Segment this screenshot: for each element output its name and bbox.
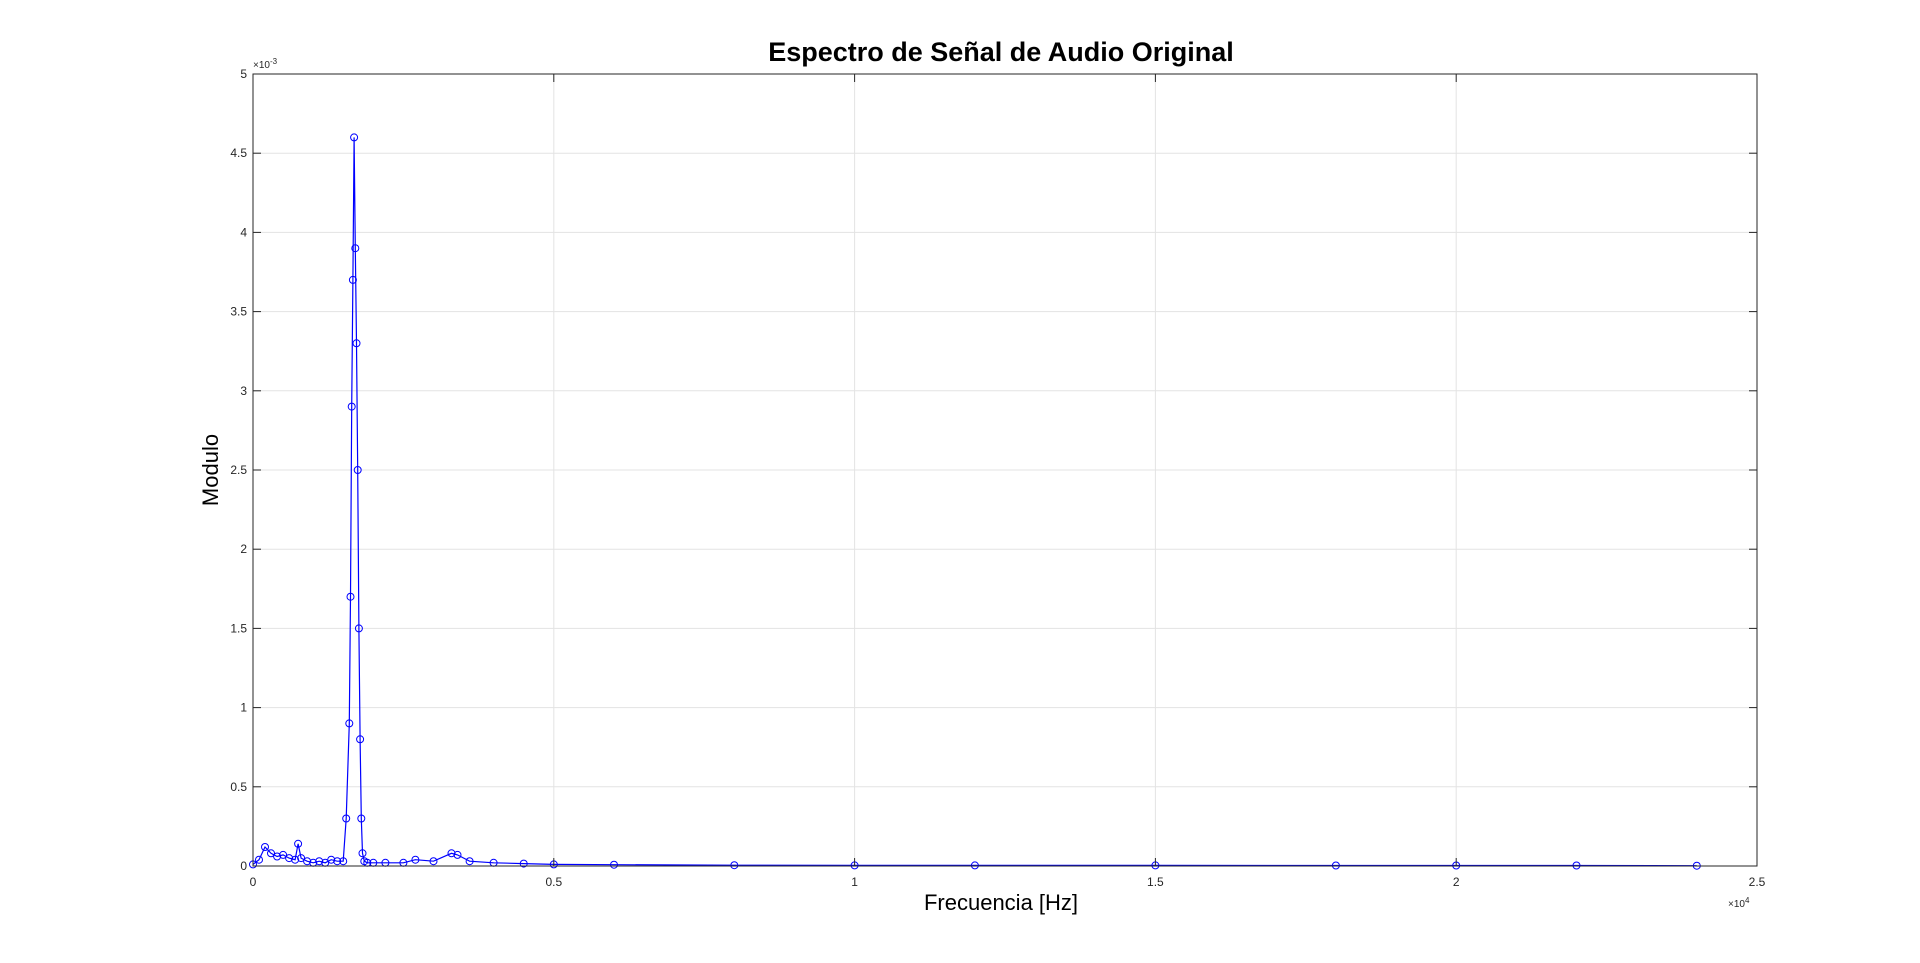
data-point-marker xyxy=(610,860,618,869)
chart-title: Espectro de Señal de Audio Original xyxy=(768,37,1234,67)
data-point-marker xyxy=(294,839,303,848)
data-point-marker xyxy=(327,855,336,864)
data-point-marker xyxy=(346,592,355,601)
data-point-marker xyxy=(354,624,363,633)
y-tick-label: 3 xyxy=(240,384,247,398)
y-tick-label: 4.5 xyxy=(230,146,247,160)
y-axis-label: Modulo xyxy=(198,434,223,506)
y-tick-label: 2.5 xyxy=(230,463,247,477)
data-point-marker xyxy=(730,861,739,870)
y-tick-label: 0.5 xyxy=(230,780,247,794)
grid-lines xyxy=(253,74,1757,866)
series-line xyxy=(252,137,1697,867)
data-point-marker xyxy=(429,857,438,866)
data-point-marker xyxy=(339,857,348,866)
data-point-marker xyxy=(347,402,356,411)
x-tick-label: 1.5 xyxy=(1147,875,1164,889)
y-axis-exponent: ×10-3 xyxy=(253,57,278,71)
data-point-marker xyxy=(350,133,359,142)
data-point-marker xyxy=(411,855,420,864)
y-tick-label: 1.5 xyxy=(230,621,247,635)
data-point-marker xyxy=(255,855,263,864)
data-point-marker xyxy=(351,244,360,253)
data-point-marker xyxy=(285,854,294,863)
data-point-marker xyxy=(970,861,979,870)
data-point-marker xyxy=(267,849,275,858)
data-point-marker xyxy=(357,814,366,823)
data-point-marker xyxy=(353,466,362,474)
data-point-marker xyxy=(356,735,365,744)
data-point-marker xyxy=(342,814,351,823)
data-point-marker xyxy=(352,339,361,348)
data-point-marker xyxy=(279,850,288,859)
x-tick-label: 2.5 xyxy=(1749,875,1766,889)
data-series-spectrum xyxy=(249,133,1701,870)
x-tick-label: 1 xyxy=(851,875,858,889)
data-point-marker xyxy=(273,852,282,861)
y-tick-label: 3.5 xyxy=(230,305,247,319)
axis-ticks: 0 0.5 1 1.5 2 2.5 0 0.5 1 1.5 2 2.5 3 3.5 4 4.5 5 xyxy=(230,67,1765,889)
y-tick-label: 1 xyxy=(240,701,247,715)
data-point-marker xyxy=(303,857,312,866)
data-point-marker xyxy=(453,850,462,859)
x-tick-label: 2 xyxy=(1453,875,1460,889)
x-tick-label: 0.5 xyxy=(545,875,562,889)
data-point-marker xyxy=(315,857,324,866)
data-point-marker xyxy=(519,859,528,868)
y-tick-label: 2 xyxy=(240,542,247,556)
data-point-marker xyxy=(333,857,342,866)
x-axis-exponent: ×104 xyxy=(1728,896,1750,910)
data-point-marker xyxy=(261,843,269,851)
data-point-marker xyxy=(345,719,354,728)
data-point-marker xyxy=(348,275,357,284)
x-axis-label: Frecuencia [Hz] xyxy=(924,890,1078,915)
y-tick-label: 4 xyxy=(240,225,247,239)
y-tick-label: 5 xyxy=(240,67,247,81)
x-tick-label: 0 xyxy=(250,875,257,889)
data-point-marker xyxy=(358,849,367,858)
y-tick-label: 0 xyxy=(240,859,247,873)
data-point-marker xyxy=(447,849,456,858)
data-point-marker xyxy=(465,857,474,866)
data-point-marker xyxy=(291,855,300,864)
